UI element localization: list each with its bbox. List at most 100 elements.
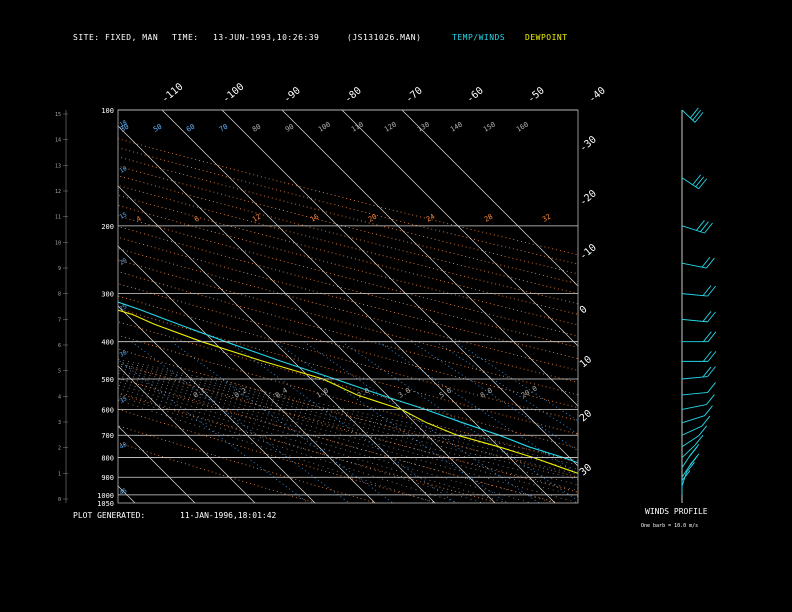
left-blue-label: 20 bbox=[119, 257, 129, 267]
right-temp-label: -30 bbox=[578, 134, 599, 154]
isotherm-line bbox=[0, 110, 75, 503]
height-label: 7 bbox=[58, 317, 61, 323]
theta-label: 140 bbox=[449, 120, 464, 133]
dry-adiabat bbox=[118, 348, 578, 478]
orange-label: 16 bbox=[309, 213, 320, 224]
top-temp-label: -90 bbox=[282, 85, 303, 105]
time-value: 13-JUN-1993,10:26:39 bbox=[213, 33, 320, 42]
theta-label: 60 bbox=[185, 123, 196, 134]
dewpoint-profile bbox=[118, 309, 578, 474]
wind-barb-flag bbox=[689, 107, 699, 119]
pressure-label: 1050 bbox=[97, 500, 114, 508]
wind-barb-flag bbox=[702, 331, 712, 342]
isotherm-line bbox=[341, 110, 578, 347]
top-temp-label: -80 bbox=[343, 85, 364, 105]
height-label: 11 bbox=[55, 215, 61, 221]
right-temp-label: 30 bbox=[578, 462, 594, 478]
temperature-profile bbox=[118, 301, 578, 464]
plot-generated-label: PLOT GENERATED: bbox=[73, 511, 146, 520]
height-label: 1 bbox=[58, 471, 61, 477]
isotherm-line bbox=[118, 185, 436, 503]
barb-scale-note: One barb = 10.0 m/s bbox=[641, 523, 699, 529]
site-value: FIXED, MAN bbox=[105, 33, 159, 42]
mixing-ratio-label: 2.0 bbox=[356, 386, 371, 399]
height-label: 6 bbox=[58, 343, 61, 349]
moist-adiabat bbox=[118, 378, 578, 503]
wind-barb-flag bbox=[707, 351, 717, 362]
wind-barb-flag bbox=[692, 174, 702, 186]
wind-barb-staff bbox=[681, 177, 699, 190]
theta-label: 80 bbox=[251, 123, 262, 134]
left-blue-label: 10 bbox=[119, 165, 129, 175]
dry-adiabat bbox=[118, 283, 578, 409]
isotherm-line bbox=[118, 125, 496, 503]
site-label: SITE: bbox=[73, 33, 100, 42]
wind-barb-flag bbox=[694, 112, 704, 123]
wind-barb-flag bbox=[707, 382, 716, 393]
plot-area bbox=[0, 110, 578, 503]
mixing-ratio-line bbox=[274, 341, 508, 503]
wind-barb-flag bbox=[695, 176, 705, 188]
height-label: 4 bbox=[58, 394, 61, 400]
wind-barb-staff bbox=[681, 376, 708, 380]
dry-adiabat bbox=[118, 248, 578, 371]
isotherm-line bbox=[118, 305, 316, 503]
top-temp-label: -40 bbox=[587, 85, 608, 105]
isotherm-line bbox=[118, 245, 376, 503]
mixing-ratio-line bbox=[411, 341, 578, 452]
mixing-ratio-label: 0.2 bbox=[233, 386, 248, 399]
right-temp-label: -20 bbox=[578, 188, 599, 208]
top-temp-label: -50 bbox=[526, 85, 547, 105]
top-temp-label: -110 bbox=[160, 81, 186, 105]
theta-label: 90 bbox=[284, 123, 295, 134]
height-label: 15 bbox=[55, 112, 61, 118]
wind-barb-flag bbox=[702, 366, 712, 378]
mixing-ratio-line bbox=[228, 341, 456, 503]
file-name: (JS131026.MAN) bbox=[347, 33, 422, 42]
height-label: 12 bbox=[55, 189, 61, 195]
pressure-label: 200 bbox=[101, 223, 114, 231]
wind-barb-flag bbox=[701, 256, 711, 268]
isotherm-line bbox=[401, 110, 578, 287]
wind-barb-flag bbox=[688, 446, 698, 457]
wind-barb-flag bbox=[694, 434, 704, 446]
wind-barb-flag bbox=[707, 366, 716, 377]
orange-label: 28 bbox=[483, 213, 494, 224]
mixing-ratio-line bbox=[435, 341, 578, 435]
right-temp-label: -10 bbox=[578, 242, 599, 262]
mixing-ratio-label: 1.0 bbox=[315, 386, 330, 399]
left-blue-label: 25 bbox=[119, 303, 129, 313]
wind-barb-staff bbox=[681, 425, 703, 436]
orange-label: 24 bbox=[425, 213, 436, 224]
wind-barb-flag bbox=[696, 220, 705, 231]
moist-adiabat bbox=[118, 384, 532, 503]
moist-adiabat bbox=[118, 358, 578, 461]
pressure-label: 400 bbox=[101, 339, 114, 347]
top-temp-label: -100 bbox=[221, 81, 247, 105]
moist-adiabat bbox=[118, 381, 556, 503]
height-label: 2 bbox=[58, 446, 61, 452]
theta-label: 110 bbox=[350, 120, 365, 133]
height-label: 5 bbox=[58, 369, 61, 375]
left-blue-label: 40 bbox=[119, 441, 129, 451]
mixing-ratio-label: 3.0 bbox=[397, 386, 412, 399]
isotherm-line bbox=[281, 110, 578, 407]
moist-adiabat bbox=[118, 360, 578, 466]
wind-barb-flag bbox=[701, 415, 711, 427]
isotherm-line bbox=[221, 110, 578, 467]
dry-adiabat bbox=[118, 334, 578, 463]
left-blue-label: 15 bbox=[119, 211, 129, 221]
wind-barb-staff bbox=[681, 435, 699, 448]
mixing-ratio-line bbox=[131, 341, 350, 503]
isotherm-line bbox=[118, 365, 256, 503]
legend-dewpoint: DEWPOINT bbox=[525, 33, 568, 42]
top-temp-label: -70 bbox=[404, 85, 425, 105]
theta-label: 150 bbox=[482, 120, 497, 133]
moist-adiabat bbox=[118, 391, 484, 503]
theta-label: 30 bbox=[119, 123, 130, 134]
isotherm-line bbox=[118, 425, 196, 503]
moist-adiabat bbox=[118, 375, 578, 497]
theta-label: 100 bbox=[317, 120, 332, 133]
right-temp-label: 0 bbox=[578, 304, 590, 316]
